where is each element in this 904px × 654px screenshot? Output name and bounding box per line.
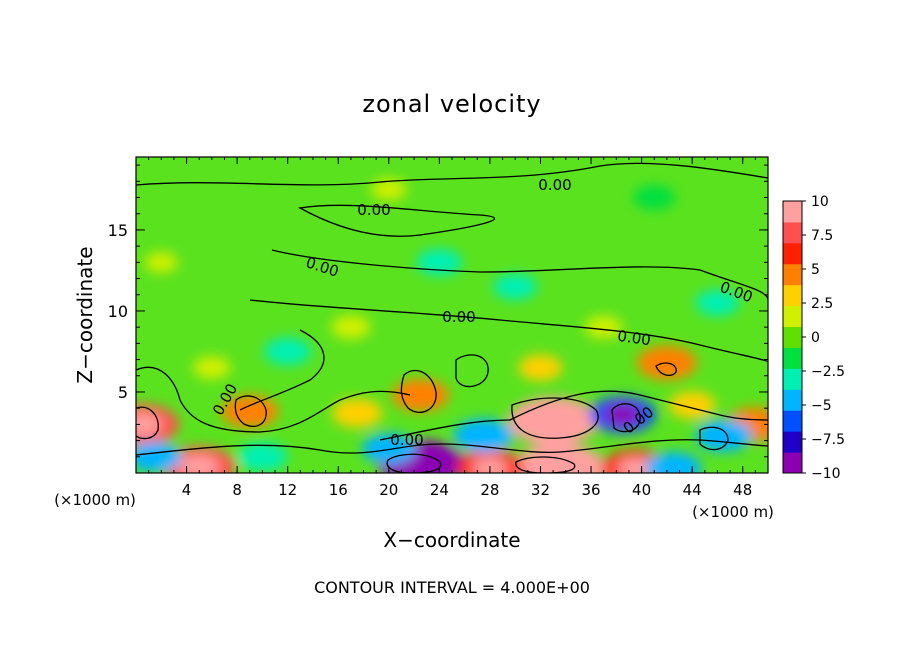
colorbar-tick-label: 5 bbox=[811, 262, 820, 278]
colorbar-segment bbox=[783, 326, 802, 348]
contour-line-loop-h bbox=[699, 426, 729, 451]
x-axis: 4 8 12 16 20 24 28 32 36 40 44 48 bbox=[182, 157, 752, 499]
contour-label: 0.00 bbox=[357, 201, 390, 219]
contour-labels: 0.00 0.00 0.00 0.00 0.00 0.00 0.00 0.00 … bbox=[209, 176, 755, 449]
field-feature bbox=[633, 184, 676, 211]
x-tick-label: 12 bbox=[278, 481, 297, 499]
x-axis-label: X−coordinate bbox=[383, 528, 520, 552]
contour-line-loop-i bbox=[386, 453, 442, 473]
field-feature bbox=[668, 391, 716, 419]
contour-line-lower-left bbox=[136, 366, 411, 433]
contour-line-loop-d bbox=[611, 403, 641, 433]
field-feature-core bbox=[617, 457, 654, 473]
field-feature bbox=[644, 451, 702, 473]
contour-lines bbox=[136, 162, 768, 473]
field-feature bbox=[332, 398, 383, 428]
x-axis-unit-right: (×1000 m) bbox=[692, 503, 774, 521]
field-feature bbox=[193, 356, 231, 380]
field-feature bbox=[237, 442, 288, 472]
colorbar-segment bbox=[783, 305, 802, 328]
contour-label: 0.00 bbox=[390, 431, 423, 449]
x-tick-label: 24 bbox=[430, 481, 449, 499]
field-feature bbox=[584, 315, 623, 339]
colorbar-tick-label: −10 bbox=[811, 466, 841, 482]
contour-line-loop-c bbox=[511, 397, 599, 439]
field-feature bbox=[264, 337, 312, 366]
field-feature-core bbox=[136, 413, 163, 436]
field-feature-core bbox=[471, 457, 509, 473]
x-tick-label: 20 bbox=[379, 481, 398, 499]
x-tick-label: 4 bbox=[182, 481, 192, 499]
field-feature bbox=[453, 418, 514, 453]
field-feature-core bbox=[534, 454, 585, 473]
field-feature bbox=[695, 289, 740, 316]
colorbar-segment bbox=[783, 201, 802, 223]
contour-line-upper bbox=[298, 204, 496, 237]
colorbar-segment bbox=[783, 368, 802, 390]
x-tick-label: 32 bbox=[531, 481, 550, 499]
x-tick-label: 28 bbox=[480, 481, 499, 499]
contour-line-loop-f bbox=[136, 406, 159, 440]
colorbar-tick-label: 10 bbox=[811, 194, 829, 210]
y-tick-label: 5 bbox=[118, 383, 128, 402]
colorbar-segment bbox=[783, 284, 802, 307]
colorbar-segment bbox=[783, 221, 802, 244]
colorbar-segment bbox=[783, 431, 802, 453]
y-tick-label: 15 bbox=[108, 221, 128, 240]
field-feature bbox=[493, 273, 538, 300]
colorbar: 10 7.5 5 2.5 0 −2.5 −5 −7.5 −10 bbox=[782, 194, 845, 482]
x-tick-label: 44 bbox=[683, 481, 702, 499]
contour-line-loop-a bbox=[455, 354, 489, 388]
contour-line-upper-mid bbox=[271, 249, 768, 301]
y-axis-label: Z−coordinate bbox=[73, 246, 97, 383]
colorbar-tick-label: −5 bbox=[811, 398, 832, 414]
contour-line-loop-b bbox=[400, 369, 437, 413]
x-tick-label: 8 bbox=[232, 481, 242, 499]
field-feature-core bbox=[528, 407, 578, 435]
field-feature bbox=[392, 379, 449, 412]
colorbar-segment bbox=[783, 347, 802, 369]
x-axis-unit-left: (×1000 m) bbox=[54, 491, 136, 509]
contour-line-loop-g bbox=[655, 362, 677, 377]
contour-label: 0.00 bbox=[616, 327, 652, 349]
contour-line-loop-e bbox=[234, 395, 267, 427]
contour-line-loop-j bbox=[515, 456, 576, 473]
colorbar-tick-label: 7.5 bbox=[811, 228, 833, 244]
colorbar-tick-label: −2.5 bbox=[811, 364, 845, 380]
field-feature bbox=[362, 433, 416, 465]
field-feature bbox=[136, 441, 182, 473]
contour-label: 0.00 bbox=[538, 176, 571, 194]
colorbar-fill bbox=[783, 201, 802, 473]
contour-label: 0.00 bbox=[442, 308, 475, 326]
colorbar-tick-label: 0 bbox=[811, 330, 820, 346]
colorbar-tick-label: 2.5 bbox=[811, 296, 833, 312]
contour-line-mid bbox=[249, 299, 768, 363]
field-feature bbox=[518, 354, 563, 381]
colorbar-segment bbox=[783, 410, 802, 432]
plot-area: 0.00 0.00 0.00 0.00 0.00 0.00 0.00 0.00 … bbox=[136, 157, 768, 473]
y-axis: 5 10 15 bbox=[108, 221, 768, 402]
contour-line-lower bbox=[379, 390, 768, 441]
x-tick-label: 16 bbox=[329, 481, 348, 499]
colorbar-ticks: 10 7.5 5 2.5 0 −2.5 −5 −7.5 −10 bbox=[802, 194, 845, 482]
y-tick-label: 10 bbox=[108, 302, 128, 321]
field-feature-core bbox=[179, 455, 220, 473]
field-feature bbox=[416, 248, 463, 276]
x-tick-label: 36 bbox=[581, 481, 600, 499]
x-tick-label: 48 bbox=[733, 481, 752, 499]
field-feature bbox=[370, 178, 407, 201]
colorbar-segment bbox=[783, 263, 802, 286]
colorbar-segment bbox=[783, 242, 802, 265]
x-tick-label: 40 bbox=[632, 481, 651, 499]
field-feature bbox=[144, 252, 178, 273]
colorbar-tick-label: −7.5 bbox=[811, 432, 845, 448]
field-feature bbox=[331, 315, 371, 340]
contour-interval-footer: CONTOUR INTERVAL = 4.000E+00 bbox=[314, 578, 590, 597]
contour-line-lower-mid bbox=[239, 329, 325, 411]
colorbar-segment bbox=[783, 452, 802, 473]
colorbar-segment bbox=[783, 389, 802, 411]
contour-line-top bbox=[136, 162, 768, 186]
chart-title: zonal velocity bbox=[362, 90, 541, 118]
